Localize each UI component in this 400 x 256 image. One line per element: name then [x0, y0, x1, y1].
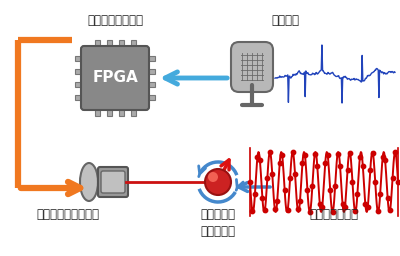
Point: [342, 205, 348, 209]
Point: [395, 180, 400, 184]
Ellipse shape: [80, 163, 98, 201]
Point: [289, 150, 296, 154]
FancyBboxPatch shape: [81, 46, 149, 110]
Text: 雑音検出: 雑音検出: [271, 14, 299, 27]
Bar: [106, 107, 112, 116]
Point: [392, 150, 398, 154]
Point: [339, 202, 346, 206]
Point: [266, 150, 273, 154]
Point: [287, 176, 293, 180]
Point: [352, 209, 358, 214]
Point: [332, 184, 338, 188]
Bar: [94, 107, 100, 116]
Point: [370, 151, 376, 155]
Point: [292, 172, 298, 176]
Point: [247, 180, 253, 184]
Point: [387, 208, 393, 212]
Point: [349, 180, 356, 184]
Point: [264, 176, 270, 180]
FancyBboxPatch shape: [101, 171, 125, 193]
Point: [354, 192, 361, 196]
Bar: [146, 81, 155, 87]
Bar: [106, 40, 112, 49]
Point: [314, 164, 320, 168]
Bar: [146, 69, 155, 73]
Point: [252, 192, 258, 196]
Bar: [75, 81, 84, 87]
Point: [347, 151, 353, 155]
Point: [337, 164, 343, 168]
Point: [367, 168, 374, 172]
Point: [372, 180, 378, 184]
Point: [377, 192, 383, 196]
Bar: [75, 94, 84, 100]
Point: [249, 209, 256, 214]
Bar: [75, 69, 84, 73]
Text: リアルタイム解析: リアルタイム解析: [87, 14, 143, 27]
Point: [324, 153, 331, 157]
Point: [262, 208, 268, 212]
Point: [269, 172, 276, 176]
FancyBboxPatch shape: [231, 42, 273, 92]
Circle shape: [208, 172, 218, 182]
Text: フィードバック制御: フィードバック制御: [36, 208, 100, 221]
Text: 電子スピン
量子ビット: 電子スピン 量子ビット: [200, 208, 236, 238]
Point: [362, 202, 368, 206]
Point: [382, 158, 388, 162]
Point: [284, 208, 291, 212]
Point: [319, 205, 326, 209]
Point: [334, 152, 341, 156]
Point: [380, 155, 386, 159]
Point: [299, 161, 306, 165]
Bar: [130, 40, 136, 49]
Point: [357, 155, 363, 159]
Point: [307, 210, 313, 214]
Point: [282, 188, 288, 192]
Point: [279, 153, 285, 157]
Point: [316, 202, 323, 206]
Point: [254, 155, 261, 159]
Point: [384, 196, 391, 200]
Bar: [118, 107, 124, 116]
Point: [330, 210, 336, 214]
Text: FPGA: FPGA: [92, 70, 138, 86]
Circle shape: [205, 169, 231, 195]
Bar: [146, 56, 155, 60]
Point: [272, 207, 278, 211]
Point: [365, 205, 371, 209]
Point: [297, 199, 303, 203]
Point: [344, 168, 351, 172]
Point: [327, 188, 333, 192]
FancyBboxPatch shape: [98, 167, 128, 197]
Bar: [75, 56, 84, 60]
Point: [302, 153, 308, 157]
Point: [322, 161, 328, 165]
Point: [374, 209, 381, 214]
Point: [257, 158, 263, 162]
Point: [360, 164, 366, 168]
Bar: [94, 40, 100, 49]
Bar: [118, 40, 124, 49]
Bar: [130, 107, 136, 116]
Text: 高精度回転操作: 高精度回転操作: [310, 208, 358, 221]
Point: [274, 199, 280, 203]
Point: [294, 207, 301, 211]
Point: [276, 161, 283, 165]
Bar: [146, 94, 155, 100]
Point: [312, 152, 318, 156]
Point: [309, 184, 316, 188]
Point: [259, 196, 266, 200]
Point: [389, 176, 396, 180]
Point: [304, 188, 311, 192]
